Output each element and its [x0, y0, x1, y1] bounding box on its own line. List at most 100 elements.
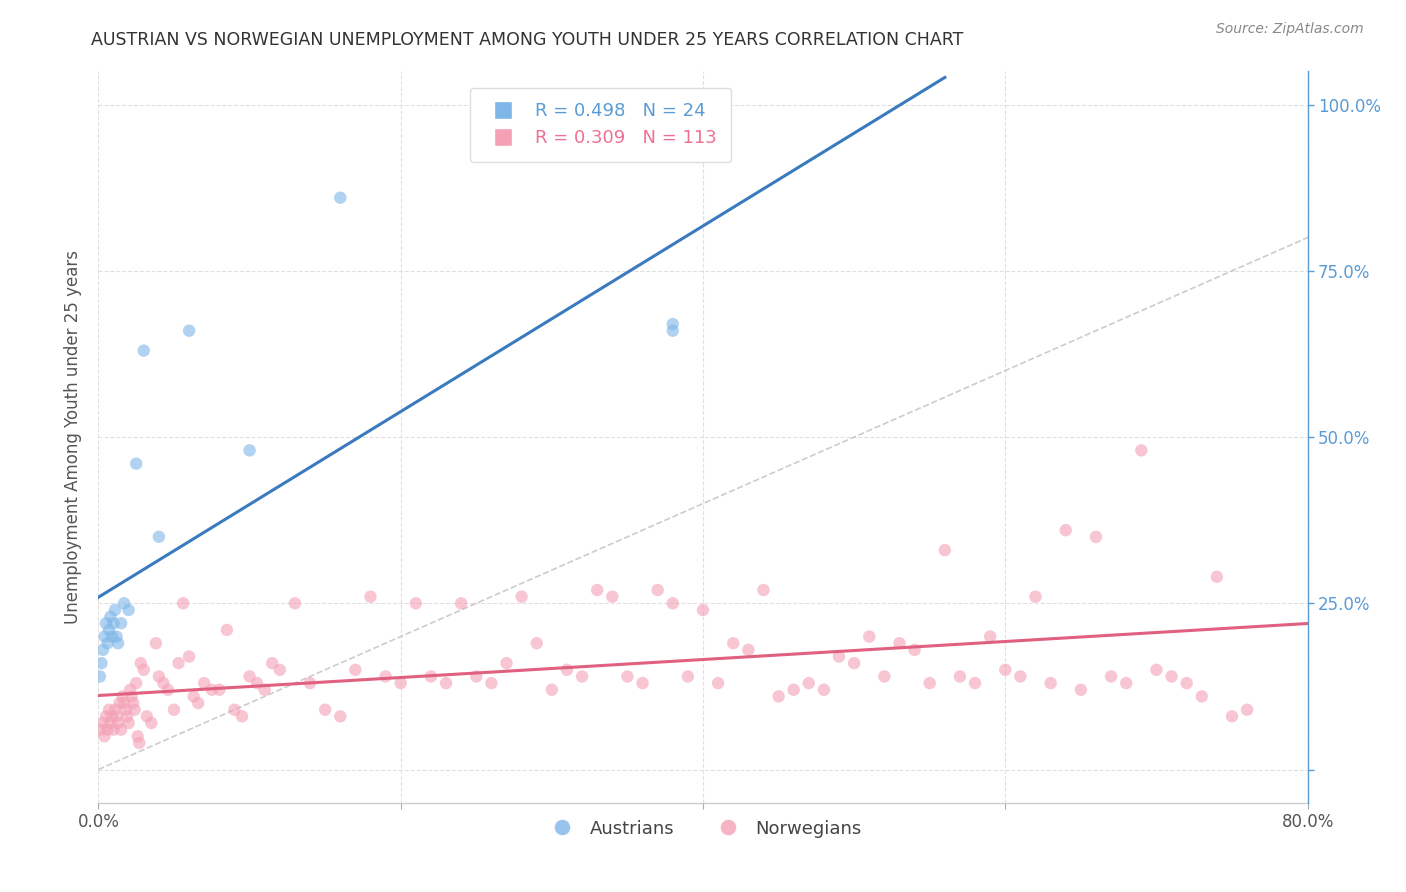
- Point: [115, 709, 138, 723]
- Point: [101, 630, 124, 644]
- Point: [374, 669, 396, 683]
- Point: [555, 663, 578, 677]
- Point: [828, 649, 851, 664]
- Point: [104, 603, 127, 617]
- Point: [1206, 570, 1229, 584]
- Point: [752, 582, 775, 597]
- Point: [167, 656, 190, 670]
- Text: AUSTRIAN VS NORWEGIAN UNEMPLOYMENT AMONG YOUTH UNDER 25 YEARS CORRELATION CHART: AUSTRIAN VS NORWEGIAN UNEMPLOYMENT AMONG…: [91, 31, 963, 49]
- Point: [239, 669, 262, 683]
- Point: [183, 690, 205, 704]
- Point: [344, 663, 367, 677]
- Legend: Austrians, Norwegians: Austrians, Norwegians: [537, 813, 869, 845]
- Point: [224, 703, 246, 717]
- Point: [934, 543, 956, 558]
- Point: [132, 343, 155, 358]
- Point: [90, 656, 112, 670]
- Point: [105, 709, 128, 723]
- Point: [1236, 703, 1258, 717]
- Point: [1039, 676, 1062, 690]
- Point: [163, 703, 186, 717]
- Point: [91, 716, 114, 731]
- Point: [208, 682, 231, 697]
- Point: [156, 682, 179, 697]
- Point: [108, 696, 131, 710]
- Point: [98, 703, 121, 717]
- Point: [858, 630, 880, 644]
- Point: [201, 682, 224, 697]
- Point: [215, 623, 238, 637]
- Point: [127, 729, 149, 743]
- Point: [465, 669, 488, 683]
- Point: [125, 457, 148, 471]
- Point: [100, 609, 122, 624]
- Point: [450, 596, 472, 610]
- Point: [110, 616, 132, 631]
- Point: [111, 690, 134, 704]
- Point: [148, 530, 170, 544]
- Point: [1220, 709, 1243, 723]
- Point: [179, 324, 201, 338]
- Point: [873, 669, 896, 683]
- Point: [481, 676, 503, 690]
- Point: [89, 669, 111, 683]
- Point: [631, 676, 654, 690]
- Point: [103, 616, 125, 631]
- Point: [692, 603, 714, 617]
- Point: [105, 630, 128, 644]
- Point: [96, 723, 118, 737]
- Point: [510, 590, 533, 604]
- Point: [172, 596, 194, 610]
- Point: [104, 703, 127, 717]
- Point: [262, 656, 284, 670]
- Point: [98, 623, 121, 637]
- Point: [707, 676, 730, 690]
- Point: [676, 669, 699, 683]
- Point: [420, 669, 443, 683]
- Point: [1024, 590, 1046, 604]
- Point: [239, 443, 262, 458]
- Point: [994, 663, 1017, 677]
- Point: [93, 630, 115, 644]
- Point: [141, 716, 163, 731]
- Point: [405, 596, 427, 610]
- Point: [661, 596, 683, 610]
- Point: [540, 682, 562, 697]
- Point: [889, 636, 911, 650]
- Point: [114, 703, 136, 717]
- Point: [107, 636, 129, 650]
- Point: [91, 643, 114, 657]
- Point: [797, 676, 820, 690]
- Point: [904, 643, 927, 657]
- Point: [723, 636, 745, 650]
- Point: [1070, 682, 1092, 697]
- Point: [1130, 443, 1153, 458]
- Point: [1175, 676, 1198, 690]
- Point: [118, 603, 141, 617]
- Point: [586, 582, 609, 597]
- Point: [135, 709, 157, 723]
- Point: [768, 690, 790, 704]
- Point: [965, 676, 987, 690]
- Point: [101, 709, 124, 723]
- Point: [121, 690, 143, 704]
- Point: [187, 696, 209, 710]
- Point: [1099, 669, 1122, 683]
- Point: [129, 656, 152, 670]
- Point: [94, 616, 117, 631]
- Y-axis label: Unemployment Among Youth under 25 years: Unemployment Among Youth under 25 years: [63, 250, 82, 624]
- Point: [96, 636, 118, 650]
- Point: [125, 676, 148, 690]
- Point: [152, 676, 174, 690]
- Point: [100, 716, 122, 731]
- Point: [979, 630, 1001, 644]
- Point: [118, 716, 141, 731]
- Point: [329, 709, 352, 723]
- Point: [90, 723, 112, 737]
- Point: [813, 682, 835, 697]
- Point: [844, 656, 866, 670]
- Point: [124, 703, 146, 717]
- Point: [737, 643, 759, 657]
- Text: Source: ZipAtlas.com: Source: ZipAtlas.com: [1216, 22, 1364, 37]
- Point: [1191, 690, 1213, 704]
